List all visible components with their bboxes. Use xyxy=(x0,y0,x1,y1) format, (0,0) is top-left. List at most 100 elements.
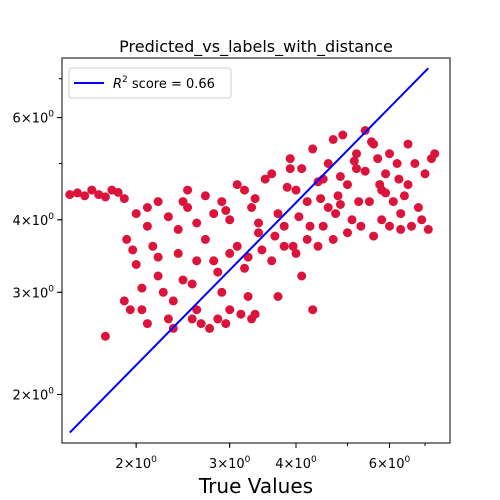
scatter-point xyxy=(373,154,382,163)
scatter-point xyxy=(217,197,226,206)
scatter-point xyxy=(365,197,374,206)
scatter-point xyxy=(154,253,163,262)
scatter-point xyxy=(188,280,197,289)
scatter-point xyxy=(209,209,218,218)
x-tick-label: 2×100 xyxy=(115,455,157,472)
scatter-point xyxy=(329,235,338,244)
scatter-point xyxy=(336,200,345,209)
scatter-point xyxy=(101,332,110,341)
scatter-point xyxy=(244,292,253,301)
scatter-point xyxy=(414,203,423,212)
scatter-point xyxy=(421,169,430,178)
scatter-point xyxy=(270,232,279,241)
scatter-point xyxy=(297,272,306,281)
scatter-point xyxy=(240,186,249,195)
scatter-point xyxy=(393,159,402,168)
scatter-point xyxy=(126,305,135,314)
scatter-point xyxy=(122,235,131,244)
scatter-point xyxy=(292,186,301,195)
scatter-point xyxy=(404,140,413,149)
scatter-point xyxy=(319,222,328,231)
scatter-point xyxy=(233,180,242,189)
scatter-point xyxy=(217,288,226,297)
scatter-point xyxy=(201,235,210,244)
scatter-point xyxy=(308,144,317,153)
scatter-point xyxy=(221,206,230,215)
scatter-point xyxy=(143,203,152,212)
scatter-point xyxy=(400,191,409,200)
scatter-point xyxy=(352,164,361,173)
scatter-point xyxy=(356,222,365,231)
scatter-point xyxy=(174,249,183,258)
scatter-point xyxy=(396,225,405,234)
scatter-point xyxy=(407,222,416,231)
scatter-point xyxy=(164,212,173,221)
scatter-point xyxy=(280,242,289,251)
scatter-point xyxy=(197,319,206,328)
scatter-point xyxy=(192,256,201,265)
scatter-point xyxy=(274,292,283,301)
scatter-point xyxy=(329,135,338,144)
scatter-points xyxy=(65,126,439,341)
scatter-point xyxy=(205,324,214,333)
x-tick-label: 4×100 xyxy=(275,455,317,472)
x-tick-label: 3×100 xyxy=(209,455,251,472)
scatter-point xyxy=(221,319,230,328)
scatter-point xyxy=(247,203,256,212)
scatter-point xyxy=(251,310,260,319)
scatter-point xyxy=(350,157,359,166)
scatter-point xyxy=(343,180,352,189)
chart-title: Predicted_vs_labels_with_distance xyxy=(119,37,393,57)
scatter-point xyxy=(213,314,222,323)
fit-line xyxy=(70,68,428,432)
scatter-point xyxy=(303,235,312,244)
scatter-point xyxy=(343,228,352,237)
y-tick-label: 3×100 xyxy=(13,284,55,301)
scatter-point xyxy=(137,284,146,293)
scatter-point xyxy=(209,256,218,265)
scatter-point xyxy=(367,137,376,146)
scatter-point xyxy=(179,197,188,206)
scatter-point xyxy=(348,215,357,224)
scatter-point xyxy=(377,215,386,224)
x-axis-ticks: 2×100 3×100 4×100 6×100 xyxy=(115,443,425,472)
scatter-point xyxy=(132,260,141,269)
legend-label: R2 score = 0.66 xyxy=(113,75,215,92)
scatter-point xyxy=(225,215,234,224)
scatter-point xyxy=(201,191,210,200)
scatter-point xyxy=(267,256,276,265)
y-tick-label: 6×100 xyxy=(13,110,55,127)
scatter-point xyxy=(183,186,192,195)
scatter-point xyxy=(424,225,433,234)
scatter-point xyxy=(267,169,276,178)
scatter-point xyxy=(213,268,222,277)
scatter-point xyxy=(251,194,260,203)
scatter-point xyxy=(154,272,163,281)
scatter-point xyxy=(240,264,249,273)
scatter-point xyxy=(375,180,384,189)
plot-frame xyxy=(62,58,450,443)
scatter-point xyxy=(120,194,129,203)
scatter-point xyxy=(361,167,370,176)
scatter-point xyxy=(254,228,263,237)
scatter-point xyxy=(314,177,323,186)
scatter-point xyxy=(324,203,333,212)
scatter-point xyxy=(286,164,295,173)
scatter-point xyxy=(143,222,152,231)
scatter-point xyxy=(148,242,157,251)
scatter-point xyxy=(389,197,398,206)
scatter-point xyxy=(154,197,163,206)
scatter-point xyxy=(137,305,146,314)
scatter-point xyxy=(334,191,343,200)
scatter-point xyxy=(101,192,110,201)
scatter-point xyxy=(294,212,303,221)
scatter-point xyxy=(338,131,347,140)
y-tick-label: 4×100 xyxy=(13,212,55,229)
scatter-point xyxy=(188,314,197,323)
scatter-point xyxy=(80,191,89,200)
scatter-point xyxy=(257,245,266,254)
y-axis-ticks: 2×100 3×100 4×100 6×100 xyxy=(13,79,62,404)
legend: R2 score = 0.66 xyxy=(69,68,231,98)
scatter-point xyxy=(404,180,413,189)
